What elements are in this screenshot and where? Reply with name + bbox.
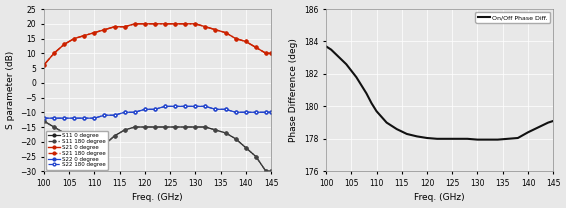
X-axis label: Freq. (GHz): Freq. (GHz) <box>414 193 465 202</box>
X-axis label: Freq. (GHz): Freq. (GHz) <box>132 193 183 202</box>
Legend: S11 0 degree, S11 180 degree, S21 0 degree, S21 180 degree, S22 0 degree, S22 18: S11 0 degree, S11 180 degree, S21 0 degr… <box>45 131 108 170</box>
Y-axis label: S parameter (dB): S parameter (dB) <box>6 51 15 129</box>
Legend: On/Off Phase Diff.: On/Off Phase Diff. <box>475 12 550 22</box>
Y-axis label: Phase Difference (deg): Phase Difference (deg) <box>289 38 298 142</box>
